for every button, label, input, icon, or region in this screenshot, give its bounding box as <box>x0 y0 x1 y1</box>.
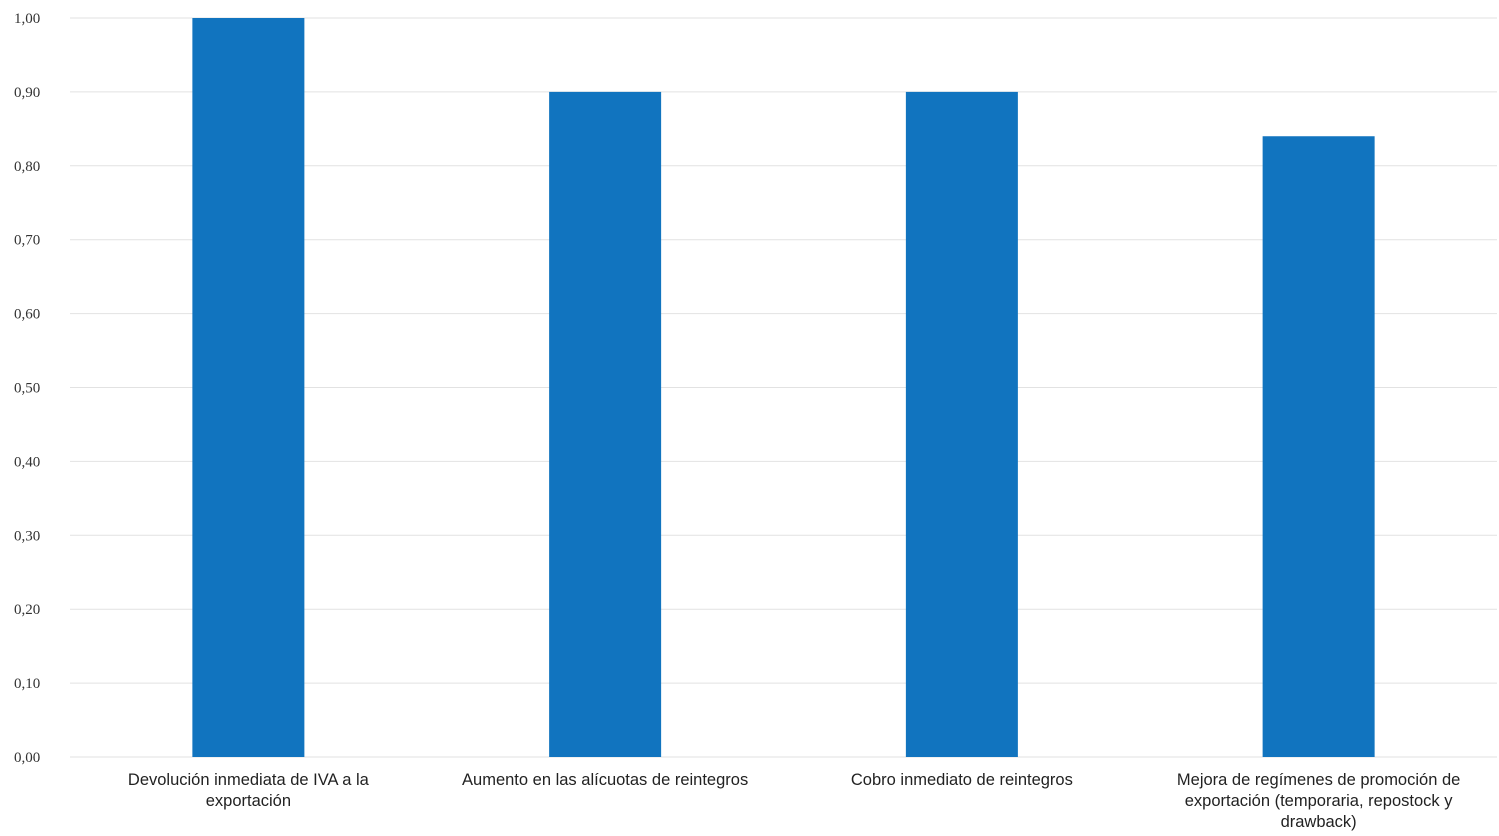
y-tick-label: 0,20 <box>14 602 40 618</box>
y-tick-label: 0,80 <box>14 159 40 175</box>
x-tick-label: Cobro inmediato de reintegros <box>850 771 1073 789</box>
y-tick-label: 0,50 <box>14 381 40 397</box>
bar <box>905 91 1018 757</box>
x-tick-label: Devolución inmediata de IVA a la exporta… <box>127 771 369 810</box>
y-tick-label: 0,40 <box>14 454 40 470</box>
y-axis-ticks: 0,00 0,10 0,20 0,30 0,40 0,50 0,60 0,70 0,80 0,90… <box>14 11 40 766</box>
y-tick-label: 0,00 <box>14 750 40 766</box>
x-tick-label: Mejora de regímenes de promoción de expo… <box>1176 771 1461 831</box>
x-tick-label: Aumento en las alícuotas de reintegros <box>462 771 749 789</box>
y-tick-label: 1,00 <box>14 11 40 27</box>
y-tick-label: 0,90 <box>14 85 40 101</box>
bar <box>549 91 662 757</box>
y-tick-label: 0,10 <box>14 676 40 692</box>
gridlines <box>70 17 1497 758</box>
y-tick-label: 0,60 <box>14 307 40 323</box>
bar <box>192 18 305 757</box>
y-tick-label: 0,30 <box>14 528 40 544</box>
y-tick-label: 0,70 <box>14 233 40 249</box>
bars <box>192 18 1375 758</box>
bar <box>1262 136 1375 758</box>
